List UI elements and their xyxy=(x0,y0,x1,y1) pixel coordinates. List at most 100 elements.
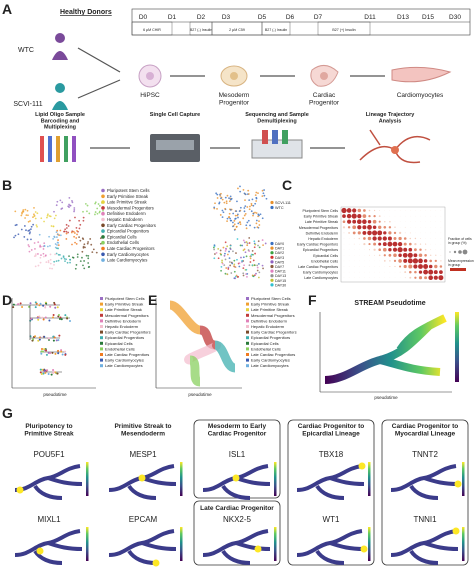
legend-swatch xyxy=(270,246,274,250)
umap-point xyxy=(248,264,251,267)
dot xyxy=(418,270,423,274)
legend-label: Late Cardiomyocytes xyxy=(251,363,289,368)
umap-point xyxy=(82,264,84,267)
umap-point xyxy=(36,212,39,215)
dot xyxy=(394,226,396,229)
umap-point xyxy=(238,262,241,265)
umap-point xyxy=(253,264,256,267)
media-label: 6 μM CHIR xyxy=(143,28,161,32)
umap-point xyxy=(236,214,239,217)
umap-point xyxy=(55,260,58,263)
dot xyxy=(367,230,372,236)
umap-point xyxy=(98,211,101,214)
gene-label: POU5F1 xyxy=(33,450,65,459)
umap-point xyxy=(73,235,76,238)
cell-point xyxy=(30,317,33,320)
row-label: Endothelial Cells xyxy=(311,259,338,263)
umap-point xyxy=(228,250,230,253)
dot xyxy=(418,258,423,264)
legend-label: Late Cardiac Progenitors xyxy=(107,246,155,251)
umap-point xyxy=(29,220,31,222)
umap-point xyxy=(57,244,60,247)
umap-point xyxy=(20,214,23,217)
umap-point xyxy=(251,264,254,267)
umap-point xyxy=(254,194,257,197)
umap-point xyxy=(37,253,39,255)
umap-point xyxy=(226,273,229,276)
cell-point xyxy=(28,305,31,308)
umap-point xyxy=(228,216,230,218)
legend-swatch xyxy=(100,302,103,306)
umap-point xyxy=(81,256,83,259)
legend-label: Early Primitive Streak xyxy=(107,194,149,199)
umap-point xyxy=(29,231,31,234)
umap-point xyxy=(68,203,70,206)
expression-hotspot xyxy=(358,462,366,470)
cell-point xyxy=(53,336,56,339)
umap-point xyxy=(239,223,242,226)
umap-point xyxy=(39,245,41,248)
umap-point xyxy=(61,207,64,210)
umap-point xyxy=(229,198,232,201)
umap-point xyxy=(55,252,58,255)
group-box xyxy=(381,419,469,566)
umap-point xyxy=(213,257,216,260)
panel-label: A xyxy=(2,1,12,17)
cell-point xyxy=(49,305,52,308)
umap-point xyxy=(61,201,64,204)
dot xyxy=(423,269,429,275)
gene-label: MESP1 xyxy=(129,450,157,459)
cell-point xyxy=(61,353,64,356)
dot xyxy=(423,264,429,269)
colorbar xyxy=(455,312,459,382)
umap-point xyxy=(47,259,50,262)
legend-label: Pluripotent Stem Cells xyxy=(107,188,150,193)
row-label: Early Cardiac Progenitors xyxy=(297,243,338,247)
umap-point xyxy=(232,225,234,228)
umap-point xyxy=(229,195,232,198)
umap-point xyxy=(21,212,23,215)
cell-point xyxy=(39,371,42,374)
cell-point xyxy=(43,348,46,351)
dot xyxy=(424,248,427,251)
umap-point xyxy=(226,220,228,223)
legend-swatch xyxy=(246,330,249,334)
umap-point xyxy=(56,241,59,244)
dot xyxy=(429,259,433,263)
media-label: B27 (+) Insulin xyxy=(332,28,355,32)
umap-point xyxy=(226,217,229,220)
cell-point xyxy=(44,316,47,319)
cell-point xyxy=(34,335,37,338)
cell-point xyxy=(41,316,44,319)
dot xyxy=(363,209,366,212)
dot xyxy=(407,258,413,264)
dot xyxy=(393,231,397,235)
dot xyxy=(367,224,372,230)
dot xyxy=(418,253,423,258)
colorbar xyxy=(86,527,89,561)
dot xyxy=(368,209,371,212)
umap-point xyxy=(246,275,248,278)
gene-label: TBX18 xyxy=(319,450,344,459)
umap-point xyxy=(81,237,84,240)
umap-point xyxy=(257,244,259,247)
legend-swatch xyxy=(101,223,105,228)
umap-point xyxy=(71,243,73,246)
trajectory xyxy=(202,464,271,500)
legend-swatch xyxy=(101,211,105,216)
dot xyxy=(388,253,392,257)
umap-point xyxy=(49,267,51,270)
legend-swatch xyxy=(270,264,274,269)
stage-icons xyxy=(138,64,452,88)
umap-point xyxy=(249,255,252,258)
umap-point xyxy=(87,266,90,269)
workflow-icons xyxy=(40,129,431,164)
legend-label: Early Primitive Streak xyxy=(251,302,289,307)
umap-point xyxy=(243,214,246,217)
umap-point xyxy=(252,259,255,262)
legend-swatch xyxy=(100,297,103,300)
umap-point xyxy=(63,257,66,260)
umap-point xyxy=(220,265,223,268)
umap-point xyxy=(215,192,218,195)
umap-point xyxy=(48,235,51,238)
